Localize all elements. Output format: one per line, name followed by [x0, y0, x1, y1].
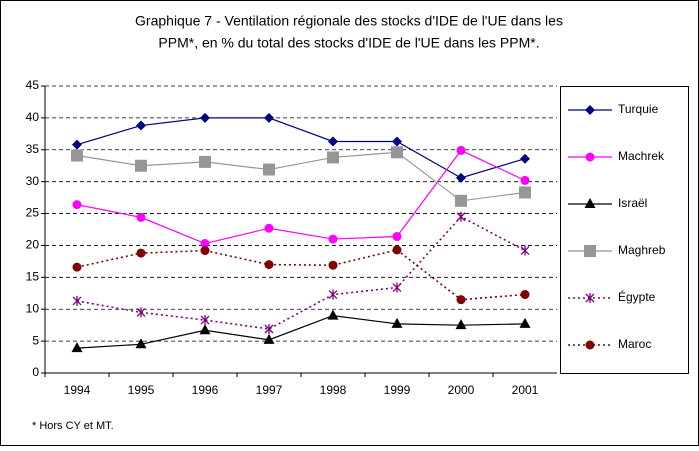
- marker: [520, 153, 530, 164]
- marker: [264, 223, 274, 233]
- series-line: [76, 249, 526, 301]
- marker: [391, 146, 403, 159]
- y-tick-label: 35: [26, 142, 40, 156]
- marker: [135, 159, 147, 172]
- marker: [72, 262, 82, 272]
- marker: [264, 323, 274, 334]
- x-tick-label: 1994: [64, 383, 91, 397]
- y-tick-label: 0: [32, 365, 39, 379]
- marker: [456, 145, 466, 155]
- marker: [136, 212, 146, 222]
- marker: [263, 333, 275, 344]
- marker: [456, 172, 466, 183]
- marker: [519, 186, 531, 199]
- x-tick-label: 1998: [320, 383, 347, 397]
- marker: [584, 245, 596, 257]
- y-tick-label: 25: [26, 206, 40, 220]
- marker: [328, 234, 338, 244]
- marker: [328, 260, 338, 270]
- marker: [327, 309, 339, 320]
- marker: [71, 342, 83, 353]
- series-line: [76, 215, 526, 330]
- marker: [585, 340, 595, 350]
- marker: [200, 239, 210, 249]
- x-tick-label: 2001: [512, 383, 539, 397]
- marker: [520, 290, 530, 300]
- y-tick-label: 40: [26, 110, 40, 124]
- marker: [263, 163, 275, 176]
- marker: [392, 232, 402, 242]
- marker: [199, 324, 211, 335]
- marker: [456, 211, 466, 222]
- chart-title: PPM*, en % du total des stocks d'IDE de …: [158, 35, 539, 51]
- marker: [392, 136, 402, 147]
- series-line: [76, 149, 526, 245]
- marker: [200, 315, 210, 326]
- marker: [72, 295, 82, 306]
- series-line: [76, 117, 526, 179]
- marker: [200, 112, 210, 123]
- legend-label: Israël: [618, 196, 647, 210]
- y-tick-label: 5: [32, 333, 39, 347]
- marker: [135, 338, 147, 349]
- marker: [519, 317, 531, 328]
- chart-title: Graphique 7 - Ventilation régionale des …: [135, 13, 563, 29]
- marker: [585, 105, 595, 115]
- marker: [392, 282, 402, 293]
- series-line: [76, 151, 526, 202]
- x-tick-label: 1996: [192, 383, 219, 397]
- legend-label: Maghreb: [618, 243, 666, 257]
- y-tick-label: 45: [26, 78, 40, 92]
- marker: [71, 149, 83, 162]
- y-tick-label: 20: [26, 238, 40, 252]
- legend-label: Égypte: [618, 289, 656, 304]
- marker: [520, 245, 530, 256]
- x-tick-label: 1995: [128, 383, 155, 397]
- marker: [264, 112, 274, 123]
- legend-label: Maroc: [618, 337, 651, 351]
- marker: [136, 120, 146, 131]
- legend-label: Machrek: [618, 149, 665, 163]
- series-line: [76, 314, 526, 349]
- marker: [391, 317, 403, 328]
- marker: [72, 139, 82, 150]
- marker: [328, 136, 338, 147]
- marker: [327, 151, 339, 164]
- x-tick-label: 1997: [256, 383, 283, 397]
- marker: [72, 200, 82, 210]
- y-tick-label: 10: [26, 301, 40, 315]
- marker: [136, 248, 146, 258]
- legend-box: [560, 86, 689, 374]
- x-tick-label: 2000: [448, 383, 475, 397]
- marker: [328, 289, 338, 300]
- marker: [520, 175, 530, 185]
- legend-label: Turquie: [618, 102, 659, 116]
- marker: [199, 155, 211, 168]
- marker: [584, 198, 596, 208]
- marker: [456, 295, 466, 305]
- marker: [585, 152, 595, 162]
- marker: [264, 260, 274, 270]
- marker: [200, 246, 210, 256]
- x-tick-label: 1999: [384, 383, 411, 397]
- footnote: * Hors CY et MT.: [32, 420, 114, 432]
- y-tick-label: 15: [26, 270, 40, 284]
- y-tick-label: 30: [26, 174, 40, 188]
- marker: [455, 194, 467, 207]
- marker: [392, 245, 402, 255]
- marker: [136, 307, 146, 318]
- marker: [585, 293, 595, 303]
- marker: [455, 319, 467, 330]
